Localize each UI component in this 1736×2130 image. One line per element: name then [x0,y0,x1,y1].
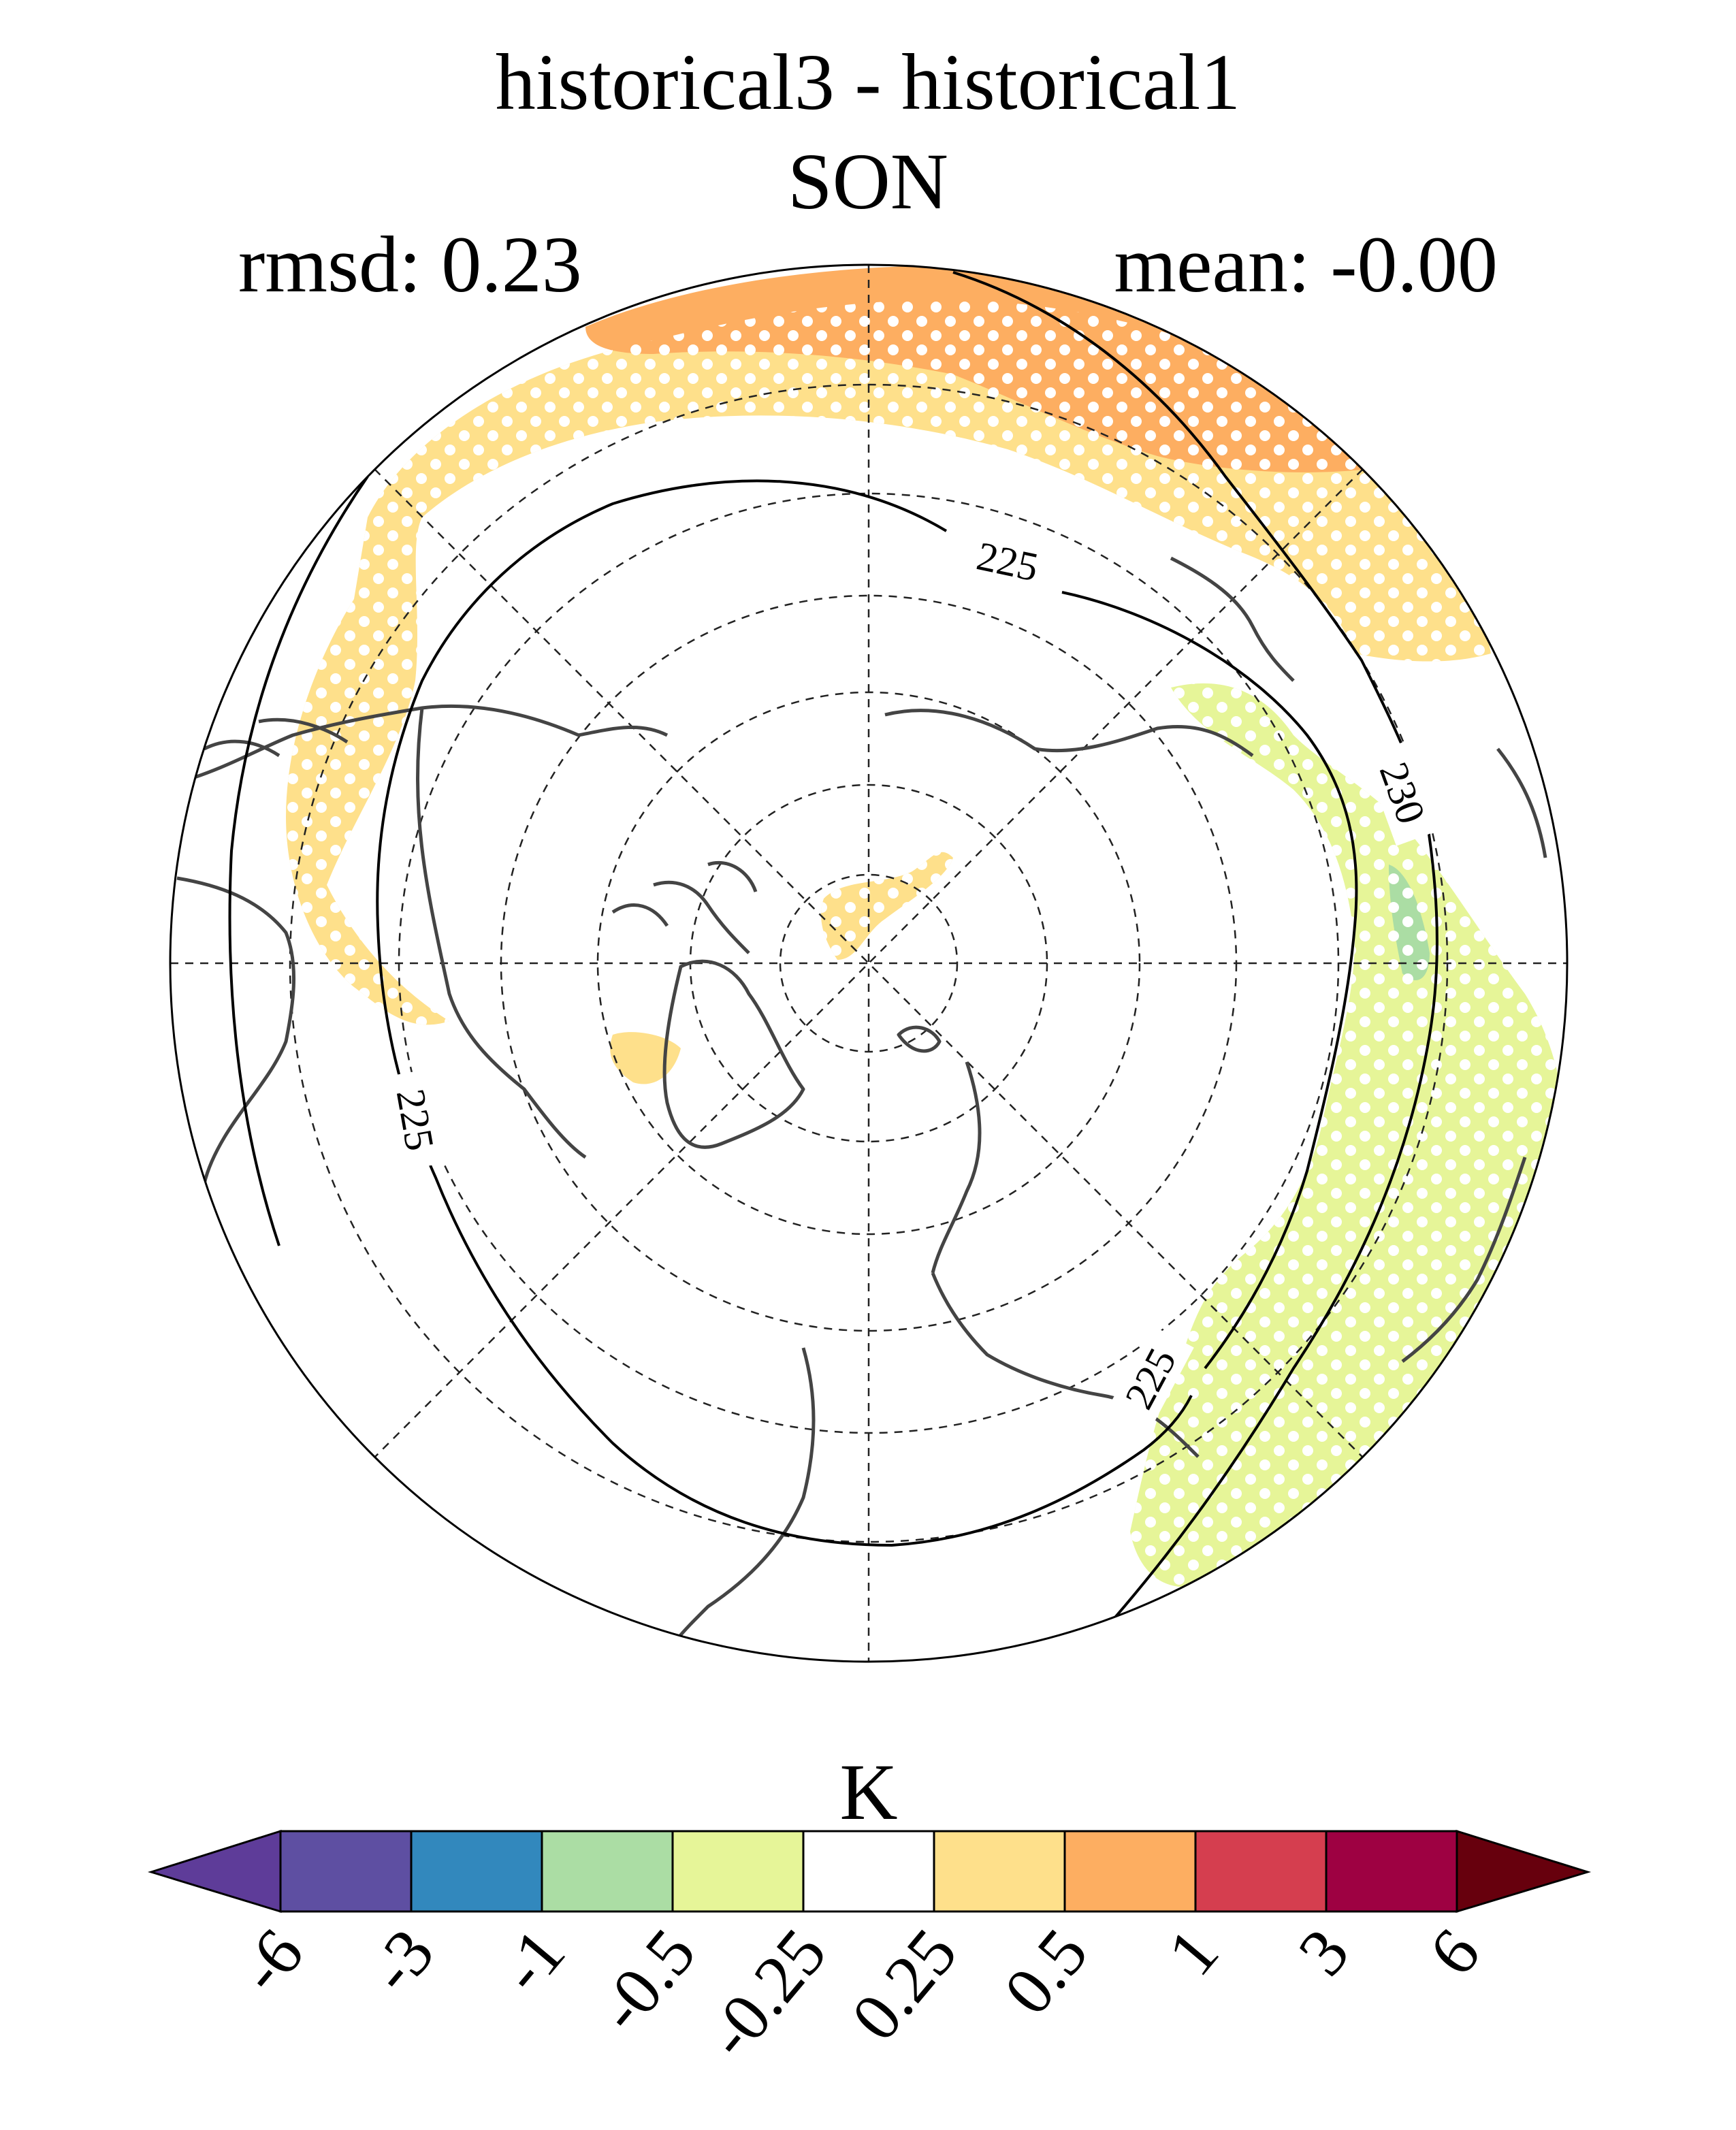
coastline-svalbard [897,1025,942,1053]
colorbar-tick-label: 0.25 [837,1915,971,2054]
colorbar-bin [1063,1830,1197,1913]
colorbar-bin [1194,1830,1328,1913]
mean-label: mean: -0.00 [1114,220,1498,309]
colorbar-over-triangle [1456,1829,1592,1914]
polar-map: 225 225 225 230 [170,265,1567,1662]
colorbar-bin [802,1830,935,1913]
colorbar-tick-label: 1 [1153,1915,1233,1990]
colorbar-tick-label: -0.25 [692,1915,841,2072]
colorbar-tick-label: 3 [1284,1915,1364,1990]
colorbar-tick-label: -3 [354,1915,449,2007]
contour-225-east [1061,591,1358,1370]
colorbar-tick-label: -1 [485,1915,579,2007]
coastline-alaska [203,717,349,758]
colorbar-bin [410,1830,543,1913]
colorbar-bin [541,1830,674,1913]
colorbar-tick-label: -0.5 [583,1915,710,2046]
coastline-canadian-archipelago [611,860,758,954]
figure-season: SON [787,137,949,226]
colorbar-unit-label: K [839,1747,897,1837]
map-boundary [169,263,1569,1663]
coastline-eurasia [665,709,1254,1662]
contour-lines [228,271,1438,1662]
contour-west [228,475,369,1246]
colorbar-bin [933,1830,1066,1913]
contour-label-225-west: 225 [388,1086,443,1154]
colorbar-bin [1325,1830,1458,1913]
colorbar-bin [279,1830,413,1913]
coastline-north-america [176,704,669,1226]
rmsd-label: rmsd: 0.23 [238,220,582,309]
figure-title: historical3 - historical1 [495,37,1241,127]
coastline-greenland [662,959,805,1149]
colorbar-bin [671,1830,805,1913]
colorbar-under-triangle [147,1829,282,1914]
coastlines [176,556,1547,1662]
coastline-asia-pacific [1170,556,1547,1363]
contour-230 [952,271,1438,1662]
colorbar-tick-labels: -6 -3 -1 -0.5 -0.25 0.25 0.5 1 3 6 [223,1915,1494,2072]
colorbar: K [147,1747,1592,1914]
colorbar-tick-label: -6 [223,1915,318,2007]
colorbar-tick-label: 0.5 [989,1915,1102,2029]
colorbar-tick-label: 6 [1415,1915,1494,1990]
